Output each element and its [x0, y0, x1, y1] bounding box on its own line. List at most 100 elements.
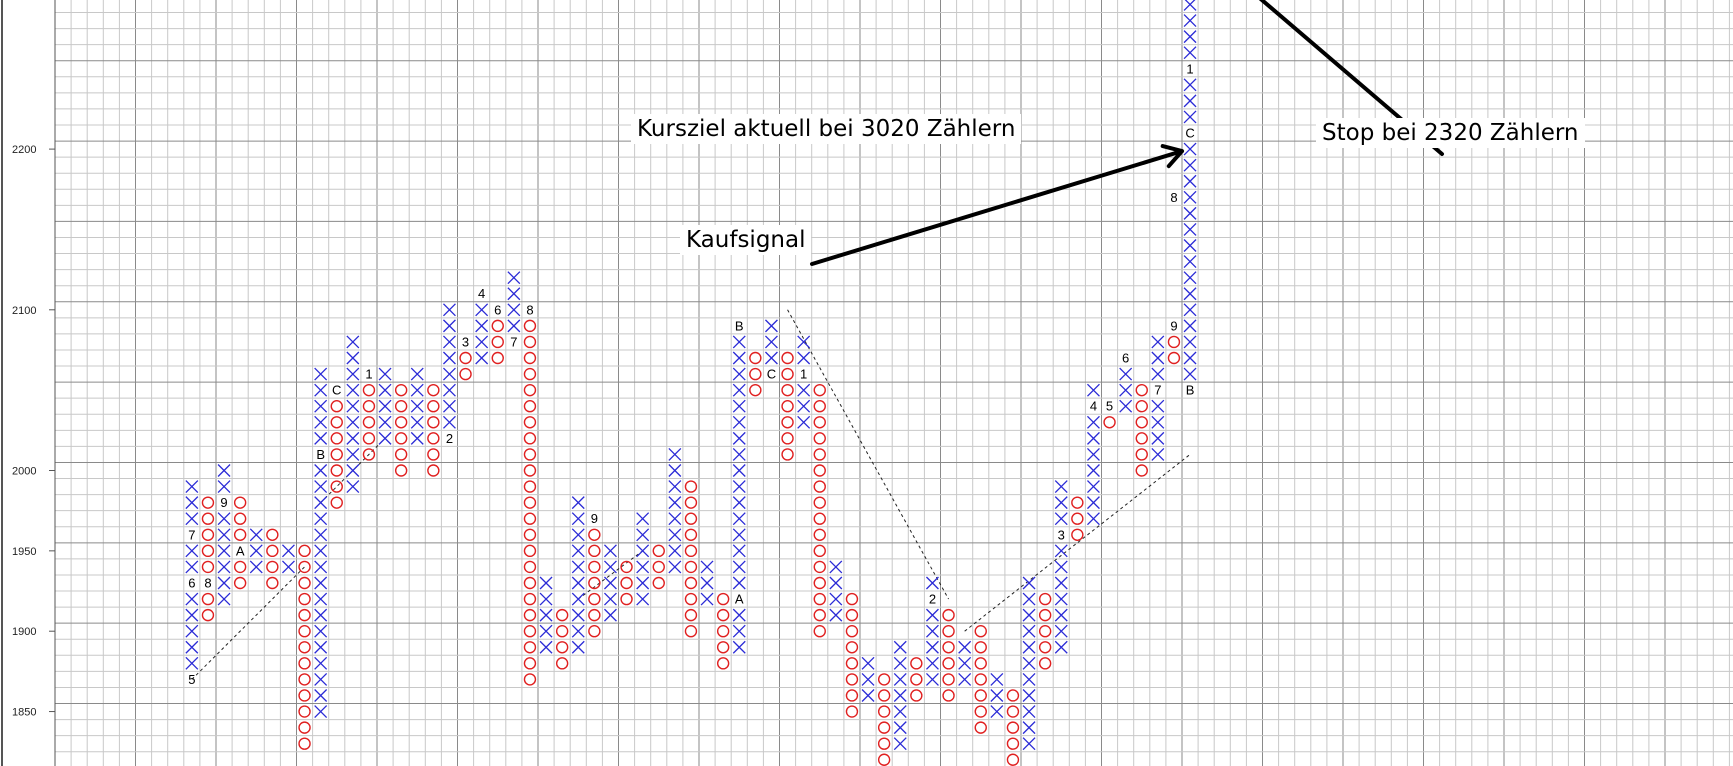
- y-tick-label: 2200: [12, 144, 36, 156]
- o-mark: [942, 641, 955, 654]
- x-mark: [1183, 351, 1197, 365]
- month-label: 2: [446, 431, 453, 446]
- o-mark: [298, 737, 311, 750]
- x-mark: [1086, 447, 1100, 461]
- o-mark: [813, 496, 826, 509]
- x-mark: [314, 512, 328, 526]
- x-mark: [1183, 239, 1197, 252]
- o-mark: [910, 673, 923, 686]
- o-mark: [394, 383, 408, 397]
- x-mark: [281, 544, 295, 558]
- o-mark: [523, 319, 537, 333]
- o-mark: [781, 448, 794, 461]
- x-mark: [925, 608, 939, 622]
- month-label: 7: [510, 334, 517, 349]
- o-mark: [974, 721, 987, 734]
- month-label: 5: [1106, 399, 1113, 414]
- o-mark: [523, 528, 537, 541]
- x-mark: [314, 689, 328, 702]
- o-mark: [1135, 416, 1148, 429]
- x-mark: [990, 705, 1004, 719]
- o-mark: [813, 512, 826, 525]
- o-mark: [813, 528, 826, 541]
- x-mark: [217, 576, 231, 590]
- month-label: 4: [478, 286, 485, 301]
- x-mark: [893, 737, 907, 751]
- o-mark: [588, 560, 601, 574]
- o-mark: [491, 335, 504, 349]
- x-mark: [314, 383, 328, 397]
- o-mark: [201, 608, 215, 622]
- x-mark: [539, 608, 553, 622]
- x-mark: [314, 367, 328, 381]
- x-mark: [442, 383, 456, 397]
- o-mark: [394, 432, 408, 445]
- o-mark: [716, 641, 730, 654]
- o-mark: [427, 383, 440, 397]
- x-mark: [249, 560, 263, 574]
- x-mark: [1054, 480, 1068, 494]
- x-mark: [314, 399, 328, 413]
- o-mark: [523, 367, 537, 381]
- o-mark: [523, 416, 537, 429]
- x-mark: [958, 656, 972, 670]
- o-mark: [523, 576, 537, 590]
- month-label: 3: [1058, 527, 1065, 542]
- o-mark: [1038, 641, 1052, 654]
- x-mark: [314, 624, 328, 638]
- x-mark: [1151, 351, 1165, 365]
- o-mark: [749, 351, 762, 365]
- o-mark: [523, 432, 537, 445]
- o-mark: [781, 432, 794, 445]
- x-mark: [925, 672, 939, 686]
- month-label: 8: [204, 575, 211, 590]
- x-mark: [314, 496, 328, 510]
- o-mark: [233, 496, 247, 509]
- o-mark: [233, 528, 247, 541]
- o-mark: [523, 641, 537, 654]
- x-mark: [539, 576, 553, 590]
- o-mark: [588, 528, 601, 541]
- x-mark: [410, 399, 424, 413]
- x-mark: [764, 319, 778, 333]
- o-mark: [1135, 464, 1148, 477]
- x-mark: [732, 640, 746, 654]
- month-label: 9: [591, 511, 598, 526]
- month-label: A: [735, 592, 744, 607]
- o-mark: [523, 673, 537, 686]
- x-mark: [314, 640, 328, 654]
- o-mark: [749, 383, 762, 397]
- x-mark: [217, 464, 231, 477]
- o-mark: [459, 351, 472, 365]
- x-mark: [732, 560, 746, 574]
- x-mark: [442, 335, 456, 349]
- x-mark: [1183, 174, 1197, 188]
- o-mark: [362, 416, 376, 429]
- x-mark: [1183, 142, 1197, 156]
- o-mark: [362, 432, 376, 445]
- o-mark: [427, 432, 440, 445]
- x-mark: [571, 624, 585, 638]
- month-label: 6: [494, 302, 501, 317]
- o-mark: [974, 641, 987, 654]
- x-mark: [893, 656, 907, 670]
- o-mark: [813, 560, 826, 574]
- o-mark: [523, 448, 537, 461]
- o-mark: [298, 657, 311, 670]
- target-annotation: Kursziel aktuell bei 3020 Zählern: [631, 114, 1022, 144]
- o-mark: [555, 608, 569, 622]
- o-mark: [330, 432, 343, 445]
- o-mark: [523, 657, 537, 670]
- x-mark: [732, 528, 746, 542]
- x-mark: [797, 335, 811, 349]
- o-mark: [298, 625, 311, 638]
- o-mark: [813, 544, 826, 558]
- chart-marks: 56789ABC12346789BAC12345679BC12358: [185, 0, 1197, 766]
- x-mark: [668, 480, 682, 494]
- x-mark: [764, 335, 778, 349]
- x-mark: [732, 351, 746, 365]
- month-label: 8: [1170, 190, 1177, 205]
- x-mark: [346, 480, 360, 494]
- o-mark: [555, 641, 569, 654]
- x-mark: [217, 480, 231, 494]
